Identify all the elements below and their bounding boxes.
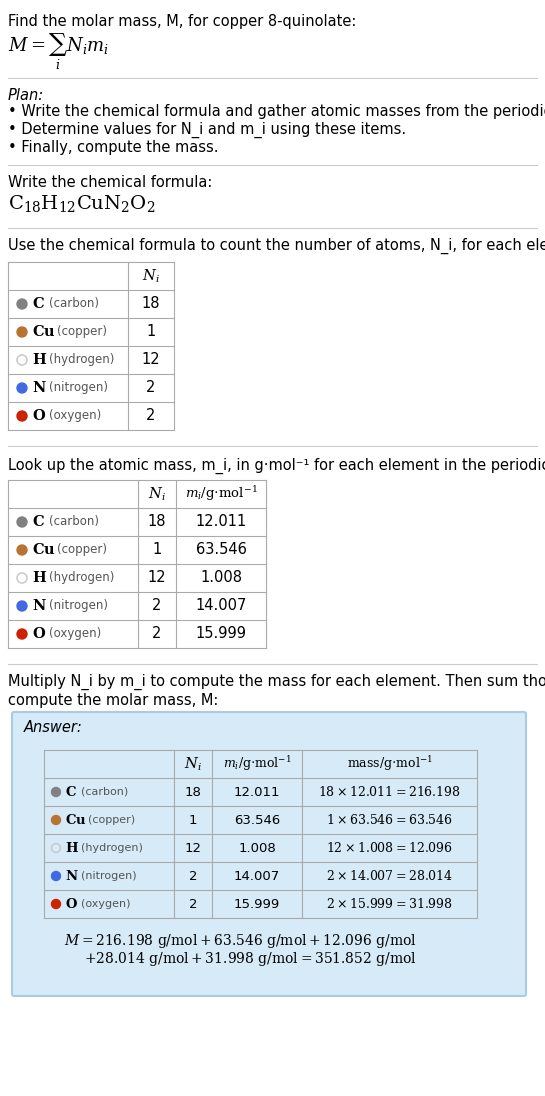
Text: (hydrogen): (hydrogen) bbox=[50, 571, 115, 584]
Circle shape bbox=[17, 299, 27, 309]
Text: $\mathbf{H}$: $\mathbf{H}$ bbox=[32, 571, 47, 585]
Text: 2: 2 bbox=[152, 598, 162, 614]
Text: $+ 28.014\ \mathrm{g/mol} + 31.998\ \mathrm{g/mol} = 351.852\ \mathrm{g/mol}$: $+ 28.014\ \mathrm{g/mol} + 31.998\ \mat… bbox=[84, 950, 417, 968]
Text: $N_i$: $N_i$ bbox=[142, 267, 160, 285]
Text: 18: 18 bbox=[142, 297, 160, 311]
Text: $\mathbf{C}$: $\mathbf{C}$ bbox=[65, 785, 77, 799]
Text: $N_i$: $N_i$ bbox=[148, 486, 166, 503]
Text: $\mathbf{C}$: $\mathbf{C}$ bbox=[32, 297, 46, 311]
Text: $18 \times 12.011 = 216.198$: $18 \times 12.011 = 216.198$ bbox=[318, 785, 461, 799]
Text: 1.008: 1.008 bbox=[238, 842, 276, 855]
Circle shape bbox=[17, 545, 27, 555]
Text: $\mathbf{C}$: $\mathbf{C}$ bbox=[32, 514, 45, 529]
Text: $2 \times 15.999 = 31.998$: $2 \times 15.999 = 31.998$ bbox=[326, 897, 453, 911]
Text: 12.011: 12.011 bbox=[195, 514, 247, 529]
Text: $2 \times 14.007 = 28.014$: $2 \times 14.007 = 28.014$ bbox=[326, 869, 453, 883]
Text: 14.007: 14.007 bbox=[195, 598, 247, 614]
Text: $\mathbf{O}$: $\mathbf{O}$ bbox=[32, 409, 47, 423]
Text: 15.999: 15.999 bbox=[196, 627, 246, 641]
Text: • Write the chemical formula and gather atomic masses from the periodic table.: • Write the chemical formula and gather … bbox=[8, 104, 545, 119]
Text: $\mathrm{C_{18}H_{12}CuN_2O_2}$: $\mathrm{C_{18}H_{12}CuN_2O_2}$ bbox=[8, 193, 155, 214]
Text: $m_i/\mathrm{g{\cdot}mol^{-1}}$: $m_i/\mathrm{g{\cdot}mol^{-1}}$ bbox=[185, 484, 257, 503]
Text: 1.008: 1.008 bbox=[200, 571, 242, 585]
Circle shape bbox=[17, 629, 27, 639]
Text: • Determine values for N_i and m_i using these items.: • Determine values for N_i and m_i using… bbox=[8, 122, 406, 138]
Text: (copper): (copper) bbox=[57, 326, 107, 339]
Text: 2: 2 bbox=[146, 409, 156, 423]
Text: (oxygen): (oxygen) bbox=[50, 628, 102, 640]
Text: Write the chemical formula:: Write the chemical formula: bbox=[8, 175, 213, 190]
Text: (carbon): (carbon) bbox=[50, 297, 100, 310]
Text: $\mathbf{H}$: $\mathbf{H}$ bbox=[65, 841, 79, 855]
Text: $1 \times 63.546 = 63.546$: $1 \times 63.546 = 63.546$ bbox=[326, 813, 453, 827]
Text: (nitrogen): (nitrogen) bbox=[50, 381, 108, 395]
Text: Answer:: Answer: bbox=[24, 720, 83, 735]
Text: $\mathbf{N}$: $\mathbf{N}$ bbox=[65, 869, 78, 883]
Circle shape bbox=[51, 815, 60, 824]
Text: 63.546: 63.546 bbox=[234, 813, 280, 826]
Text: 12.011: 12.011 bbox=[234, 786, 280, 799]
Text: $\mathbf{O}$: $\mathbf{O}$ bbox=[65, 897, 78, 911]
Text: $m_i/\mathrm{g{\cdot}mol^{-1}}$: $m_i/\mathrm{g{\cdot}mol^{-1}}$ bbox=[223, 754, 292, 774]
Text: Multiply N_i by m_i to compute the mass for each element. Then sum those values : Multiply N_i by m_i to compute the mass … bbox=[8, 674, 545, 708]
Text: (copper): (copper) bbox=[88, 815, 135, 825]
Text: $\mathbf{Cu}$: $\mathbf{Cu}$ bbox=[32, 324, 56, 340]
Text: 1: 1 bbox=[153, 543, 162, 558]
Text: 12: 12 bbox=[185, 842, 202, 855]
Circle shape bbox=[17, 383, 27, 393]
Text: 15.999: 15.999 bbox=[234, 898, 280, 911]
Circle shape bbox=[17, 327, 27, 336]
Text: $M = 216.198\ \mathrm{g/mol} + 63.546\ \mathrm{g/mol} + 12.096\ \mathrm{g/mol}$: $M = 216.198\ \mathrm{g/mol} + 63.546\ \… bbox=[64, 932, 417, 950]
Text: (hydrogen): (hydrogen) bbox=[50, 354, 115, 366]
Text: 2: 2 bbox=[146, 380, 156, 396]
Text: (oxygen): (oxygen) bbox=[81, 899, 130, 909]
Text: $\mathbf{N}$: $\mathbf{N}$ bbox=[32, 380, 47, 396]
Text: (carbon): (carbon) bbox=[81, 787, 128, 797]
Text: 18: 18 bbox=[185, 786, 202, 799]
Text: $\mathbf{O}$: $\mathbf{O}$ bbox=[32, 627, 46, 641]
Text: 12: 12 bbox=[142, 353, 160, 367]
Text: Look up the atomic mass, m_i, in g·mol⁻¹ for each element in the periodic table:: Look up the atomic mass, m_i, in g·mol⁻¹… bbox=[8, 458, 545, 475]
Text: $M = \sum_i N_i m_i$: $M = \sum_i N_i m_i$ bbox=[8, 32, 109, 72]
Circle shape bbox=[51, 900, 60, 909]
Text: 2: 2 bbox=[189, 898, 197, 911]
Text: Plan:: Plan: bbox=[8, 88, 44, 103]
Text: (copper): (copper) bbox=[57, 544, 107, 557]
Circle shape bbox=[17, 601, 27, 610]
Text: (carbon): (carbon) bbox=[50, 515, 100, 528]
Text: 1: 1 bbox=[147, 324, 156, 340]
Text: $\mathbf{H}$: $\mathbf{H}$ bbox=[32, 353, 48, 367]
Text: 63.546: 63.546 bbox=[196, 543, 246, 558]
Text: Use the chemical formula to count the number of atoms, N_i, for each element:: Use the chemical formula to count the nu… bbox=[8, 238, 545, 254]
Text: (oxygen): (oxygen) bbox=[50, 410, 102, 422]
Circle shape bbox=[17, 517, 27, 527]
Text: Find the molar mass, M, for copper 8-quinolate:: Find the molar mass, M, for copper 8-qui… bbox=[8, 14, 356, 28]
FancyBboxPatch shape bbox=[12, 712, 526, 996]
Text: $\mathbf{Cu}$: $\mathbf{Cu}$ bbox=[32, 543, 56, 558]
Circle shape bbox=[51, 871, 60, 880]
Text: 2: 2 bbox=[152, 627, 162, 641]
Text: (hydrogen): (hydrogen) bbox=[81, 843, 143, 853]
Text: 12: 12 bbox=[148, 571, 166, 585]
Text: 18: 18 bbox=[148, 514, 166, 529]
Text: (nitrogen): (nitrogen) bbox=[81, 871, 137, 881]
Text: 14.007: 14.007 bbox=[234, 869, 280, 882]
Text: $N_i$: $N_i$ bbox=[184, 755, 202, 773]
Circle shape bbox=[51, 788, 60, 797]
Text: $\mathrm{mass/g{\cdot}mol^{-1}}$: $\mathrm{mass/g{\cdot}mol^{-1}}$ bbox=[347, 754, 432, 774]
Text: $\mathbf{Cu}$: $\mathbf{Cu}$ bbox=[65, 813, 87, 827]
Text: $\mathbf{N}$: $\mathbf{N}$ bbox=[32, 598, 47, 614]
Text: • Finally, compute the mass.: • Finally, compute the mass. bbox=[8, 140, 219, 155]
Circle shape bbox=[17, 411, 27, 421]
Text: $12 \times 1.008 = 12.096$: $12 \times 1.008 = 12.096$ bbox=[326, 841, 453, 855]
Text: 1: 1 bbox=[189, 813, 197, 826]
Text: 2: 2 bbox=[189, 869, 197, 882]
Text: (nitrogen): (nitrogen) bbox=[50, 600, 108, 613]
